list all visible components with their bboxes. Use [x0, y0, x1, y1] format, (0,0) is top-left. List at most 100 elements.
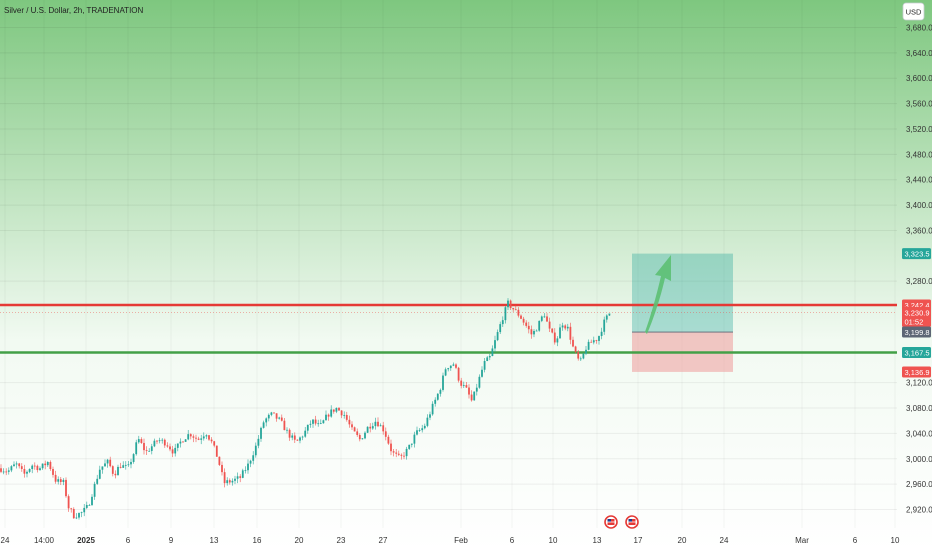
- currency-button[interactable]: USD: [902, 2, 925, 21]
- candle: [488, 353, 491, 361]
- candle-body: [59, 479, 62, 482]
- candle-body: [338, 407, 340, 411]
- candle-body: [317, 423, 320, 425]
- candle-body: [392, 451, 395, 453]
- candle-body: [54, 474, 57, 482]
- y-tick-label: 3,600.0: [906, 74, 932, 83]
- x-tick-label: 14:00: [34, 536, 55, 545]
- candle-body: [72, 509, 75, 519]
- candle: [33, 462, 36, 470]
- candle-body: [429, 414, 431, 418]
- candle: [465, 382, 468, 389]
- candle-body: [442, 375, 444, 390]
- x-tick-label: Feb: [454, 536, 468, 545]
- event-flag-icon[interactable]: [604, 515, 618, 529]
- candle: [166, 442, 169, 448]
- candle-body: [369, 426, 372, 429]
- candle-body: [564, 325, 567, 329]
- candle: [353, 426, 356, 432]
- candle-body: [397, 453, 400, 455]
- candle: [226, 477, 229, 486]
- candle-body: [439, 389, 442, 394]
- y-tick-label: 3,120.0: [906, 379, 932, 388]
- candle-body: [306, 424, 309, 431]
- candle-body: [343, 414, 346, 416]
- candle: [184, 438, 187, 442]
- candle-body: [156, 440, 158, 442]
- y-tick-label: 3,080.0: [906, 404, 932, 413]
- candle-body: [533, 330, 535, 335]
- event-flag-icon[interactable]: [625, 515, 639, 529]
- candle-body: [543, 316, 546, 318]
- candle: [106, 458, 109, 468]
- candle-body: [195, 437, 197, 439]
- candle-body: [28, 469, 31, 472]
- candle: [338, 406, 340, 411]
- candle: [215, 445, 218, 457]
- candle-body: [291, 435, 294, 438]
- candle-body: [585, 349, 587, 354]
- candle-body: [244, 470, 247, 472]
- candle: [57, 476, 60, 485]
- candle-body: [26, 471, 28, 474]
- candle: [522, 316, 525, 326]
- x-tick-label: 6: [510, 536, 515, 545]
- candle: [442, 372, 444, 392]
- candle: [312, 419, 314, 428]
- candle: [520, 314, 522, 320]
- candle: [408, 444, 411, 450]
- candle: [582, 353, 585, 360]
- candle: [195, 434, 197, 443]
- price-badge-label: 3,230.9: [905, 308, 930, 317]
- candle-body: [221, 464, 223, 473]
- candle: [91, 494, 93, 507]
- candle-body: [7, 470, 10, 472]
- candle-body: [457, 367, 460, 381]
- candle-body: [507, 300, 509, 308]
- candle: [163, 438, 166, 448]
- candle: [564, 324, 567, 331]
- y-tick-label: 2,960.0: [906, 480, 932, 489]
- candle: [587, 339, 590, 351]
- candle-body: [104, 463, 106, 467]
- candle-body: [239, 476, 242, 478]
- price-badge-bg: [902, 306, 931, 318]
- candle-body: [572, 339, 574, 347]
- candle-body: [10, 466, 13, 471]
- candle: [275, 413, 278, 422]
- candle: [223, 468, 226, 488]
- candle-body: [512, 308, 515, 310]
- candle-body: [587, 341, 590, 350]
- candle: [455, 363, 457, 370]
- currency-button-bg[interactable]: [902, 2, 925, 21]
- candle-body: [608, 313, 611, 316]
- candle-body: [444, 369, 447, 376]
- candle: [483, 357, 486, 373]
- price-badge-label: 3,167.5: [905, 349, 930, 358]
- candle: [7, 467, 10, 475]
- candle: [83, 503, 86, 517]
- candle-body: [603, 319, 606, 332]
- candle: [52, 466, 54, 478]
- candle: [299, 436, 301, 444]
- candle-body: [408, 444, 411, 449]
- candle: [31, 464, 34, 474]
- candle-body: [426, 417, 429, 426]
- candle-body: [20, 466, 23, 469]
- candle-body: [91, 496, 93, 505]
- candle: [387, 434, 390, 445]
- candle: [343, 411, 346, 419]
- candle-body: [75, 517, 78, 519]
- candle-body: [348, 419, 351, 425]
- candle: [556, 336, 559, 347]
- candle: [543, 313, 546, 318]
- y-tick-label: 3,280.0: [906, 277, 932, 286]
- candle-body: [163, 439, 166, 446]
- candle: [161, 438, 164, 444]
- candle-body: [137, 439, 140, 443]
- candle-body: [189, 434, 192, 437]
- candle: [187, 429, 190, 441]
- candle: [468, 384, 470, 399]
- candle-body: [577, 351, 580, 359]
